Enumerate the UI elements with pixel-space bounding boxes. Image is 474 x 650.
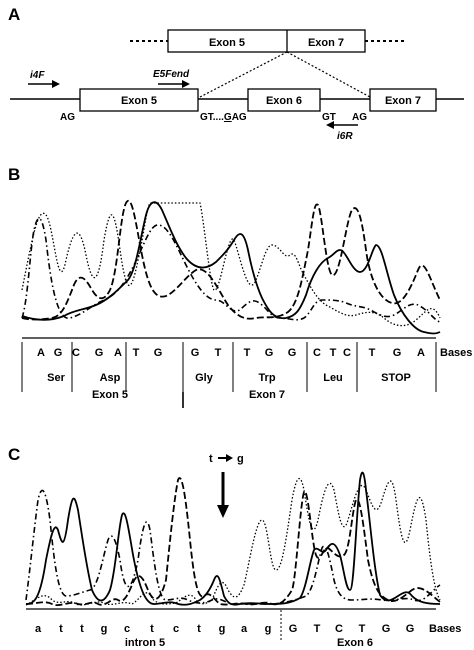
- base-c-5: c: [124, 623, 130, 635]
- arrow-right-icon: [226, 454, 233, 462]
- base-c-10: a: [241, 623, 248, 635]
- base-b-9: T: [215, 347, 222, 359]
- gene-structure: Exon 5 Exon 6 Exon 7: [10, 88, 464, 112]
- primer-e5fend-label: E5Fend: [153, 69, 190, 80]
- panel-b-letter: B: [8, 165, 20, 184]
- trace-c-dashdot: [25, 489, 441, 605]
- base-b-7: G: [154, 347, 163, 359]
- panel-a-letter: A: [8, 5, 20, 24]
- trace-b-solid: [21, 201, 441, 335]
- arrow-left-icon: [326, 121, 334, 129]
- chromatogram-b: [21, 199, 441, 339]
- mutation-from: t: [209, 453, 213, 465]
- base-c-7: c: [173, 623, 179, 635]
- primer-i6r-label: i6R: [337, 131, 353, 142]
- base-c-17: G: [406, 623, 415, 635]
- base-b-1: A: [37, 347, 45, 359]
- primer-i4f: i4F: [28, 70, 60, 88]
- arrow-right-icon: [52, 80, 60, 88]
- exon6-label: Exon 6: [266, 95, 302, 107]
- base-b-13: C: [313, 347, 321, 359]
- base-b-14: T: [330, 347, 337, 359]
- base-c-8: t: [197, 623, 201, 635]
- exon6-label-c: Exon 6: [337, 637, 373, 649]
- base-c-9: g: [219, 623, 226, 635]
- bases-label-b: Bases: [440, 347, 472, 359]
- splice-line-left: [199, 51, 288, 98]
- primer-e5fend: E5Fend: [153, 69, 190, 88]
- bases-label-c: Bases: [429, 623, 461, 635]
- base-c-16: G: [382, 623, 391, 635]
- bases-row-b: A G C G A T G G T T G G C T C T G A Base…: [21, 342, 472, 408]
- site-gt-left: GT....: [200, 112, 224, 123]
- site-ag1: AG: [60, 112, 75, 123]
- exon5-box: [79, 88, 199, 112]
- codon-ser: Ser: [47, 372, 65, 384]
- base-b-16: T: [369, 347, 376, 359]
- intron5-label: intron 5: [125, 637, 165, 649]
- base-c-6: t: [150, 623, 154, 635]
- base-c-4: g: [101, 623, 108, 635]
- base-b-2: G: [54, 347, 63, 359]
- site-ag-mut: AG: [232, 112, 247, 123]
- base-b-15: C: [343, 347, 351, 359]
- codon-asp: Asp: [100, 372, 121, 384]
- codon-gly: Gly: [195, 372, 214, 384]
- base-b-6: T: [133, 347, 140, 359]
- mutation-annotation: t g: [209, 453, 244, 518]
- trace-c-dotted: [25, 477, 441, 606]
- primer-i6r: i6R: [326, 121, 358, 142]
- base-b-17: G: [393, 347, 402, 359]
- bases-row-c: a t t g c t c t g a g G T C T G G Bases …: [35, 623, 461, 649]
- exon6-box: [247, 88, 321, 112]
- spliced-exon5-label: Exon 5: [209, 37, 245, 49]
- base-c-2: t: [59, 623, 63, 635]
- mutation-to: g: [237, 453, 244, 465]
- trace-c-dashed: [25, 477, 441, 607]
- base-c-1: a: [35, 623, 42, 635]
- base-c-12: G: [289, 623, 298, 635]
- site-mutated-g: G: [224, 112, 232, 123]
- base-b-11: G: [265, 347, 274, 359]
- base-b-3: C: [72, 347, 80, 359]
- arrow-right-icon: [182, 80, 190, 88]
- base-b-4: G: [95, 347, 104, 359]
- base-b-8: G: [191, 347, 200, 359]
- site-ag2: AG: [352, 112, 367, 123]
- exon5-label: Exon 5: [121, 95, 157, 107]
- site-mutant: GT....GAG: [200, 112, 247, 123]
- chromatogram-c: [25, 471, 441, 610]
- base-b-12: G: [288, 347, 297, 359]
- arrow-down-icon: [217, 505, 229, 518]
- panel-c-letter: C: [8, 445, 20, 464]
- base-b-10: T: [244, 347, 251, 359]
- exon-right-label-b: Exon 7: [249, 389, 285, 401]
- exon7-label: Exon 7: [385, 95, 421, 107]
- spliced-product: Exon 5 Exon 7: [130, 29, 405, 53]
- site-gt2: GT: [322, 112, 336, 123]
- base-c-3: t: [80, 623, 84, 635]
- codon-trp: Trp: [258, 372, 275, 384]
- primer-i4f-label: i4F: [30, 70, 45, 81]
- base-c-13: T: [314, 623, 321, 635]
- codon-stop: STOP: [381, 372, 411, 384]
- spliced-exon7-label: Exon 7: [308, 37, 344, 49]
- trace-b-dotted: [21, 202, 441, 327]
- base-c-11: g: [265, 623, 272, 635]
- trace-b-dashdot: [21, 217, 441, 323]
- exon7-box: [369, 88, 437, 112]
- exon-left-label-b: Exon 5: [92, 389, 128, 401]
- base-c-15: T: [359, 623, 366, 635]
- codon-leu: Leu: [323, 372, 343, 384]
- spliced-box: [167, 29, 366, 53]
- base-b-5: A: [114, 347, 122, 359]
- trace-b-dashed: [21, 199, 441, 321]
- base-c-14: C: [335, 623, 343, 635]
- trace-c-solid: [25, 471, 441, 606]
- base-b-18: A: [417, 347, 425, 359]
